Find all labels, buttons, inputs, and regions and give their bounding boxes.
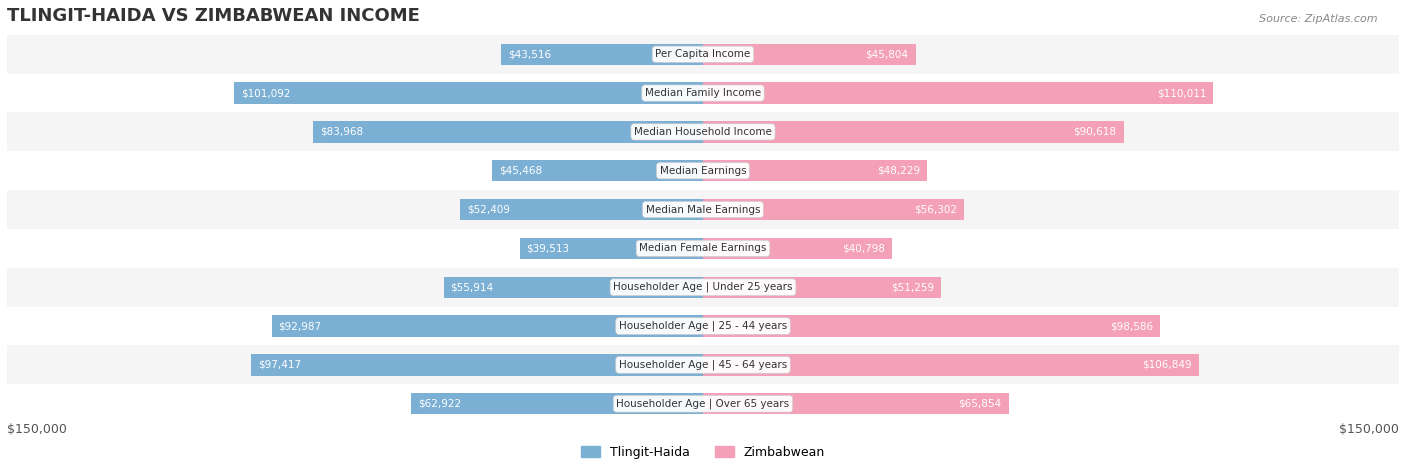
Text: Householder Age | Under 25 years: Householder Age | Under 25 years xyxy=(613,282,793,292)
Text: Median Male Earnings: Median Male Earnings xyxy=(645,205,761,214)
Text: $90,618: $90,618 xyxy=(1074,127,1116,137)
Text: $97,417: $97,417 xyxy=(257,360,301,370)
Text: Householder Age | Over 65 years: Householder Age | Over 65 years xyxy=(616,398,790,409)
Text: $51,259: $51,259 xyxy=(891,282,934,292)
Bar xyxy=(501,43,703,65)
Text: $39,513: $39,513 xyxy=(527,243,569,254)
Text: $65,854: $65,854 xyxy=(959,399,1001,409)
Bar xyxy=(703,199,965,220)
Bar xyxy=(7,268,1399,307)
Bar xyxy=(7,74,1399,113)
Text: $43,516: $43,516 xyxy=(508,49,551,59)
Text: $150,000: $150,000 xyxy=(1339,423,1399,436)
Bar xyxy=(7,346,1399,384)
Bar xyxy=(7,307,1399,346)
Bar xyxy=(7,229,1399,268)
Text: $83,968: $83,968 xyxy=(321,127,363,137)
Bar xyxy=(703,121,1123,142)
Bar xyxy=(703,354,1199,375)
Bar xyxy=(314,121,703,142)
Bar xyxy=(7,190,1399,229)
Text: $92,987: $92,987 xyxy=(278,321,322,331)
Text: $150,000: $150,000 xyxy=(7,423,67,436)
Text: $56,302: $56,302 xyxy=(914,205,957,214)
Bar xyxy=(7,151,1399,190)
Bar xyxy=(703,82,1213,104)
Text: Median Female Earnings: Median Female Earnings xyxy=(640,243,766,254)
Bar xyxy=(7,113,1399,151)
Text: $45,468: $45,468 xyxy=(499,166,543,176)
Bar xyxy=(703,160,927,181)
Text: $40,798: $40,798 xyxy=(842,243,886,254)
Bar xyxy=(703,43,915,65)
Text: $52,409: $52,409 xyxy=(467,205,510,214)
Text: TLINGIT-HAIDA VS ZIMBABWEAN INCOME: TLINGIT-HAIDA VS ZIMBABWEAN INCOME xyxy=(7,7,420,25)
Bar xyxy=(703,393,1008,414)
Text: Median Earnings: Median Earnings xyxy=(659,166,747,176)
Text: Householder Age | 25 - 44 years: Householder Age | 25 - 44 years xyxy=(619,321,787,331)
Bar xyxy=(250,354,703,375)
Bar xyxy=(271,315,703,337)
Legend: Tlingit-Haida, Zimbabwean: Tlingit-Haida, Zimbabwean xyxy=(576,440,830,464)
Text: $55,914: $55,914 xyxy=(450,282,494,292)
Text: Median Household Income: Median Household Income xyxy=(634,127,772,137)
Bar xyxy=(703,276,941,298)
Text: Per Capita Income: Per Capita Income xyxy=(655,49,751,59)
Bar xyxy=(520,238,703,259)
Bar xyxy=(411,393,703,414)
Text: $48,229: $48,229 xyxy=(877,166,920,176)
Bar xyxy=(233,82,703,104)
Text: $106,849: $106,849 xyxy=(1142,360,1192,370)
Text: Householder Age | 45 - 64 years: Householder Age | 45 - 64 years xyxy=(619,360,787,370)
Text: Median Family Income: Median Family Income xyxy=(645,88,761,98)
Bar xyxy=(460,199,703,220)
Bar xyxy=(7,35,1399,74)
Text: Source: ZipAtlas.com: Source: ZipAtlas.com xyxy=(1260,14,1378,24)
Text: $62,922: $62,922 xyxy=(418,399,461,409)
Text: $110,011: $110,011 xyxy=(1157,88,1206,98)
Text: $45,804: $45,804 xyxy=(866,49,908,59)
Text: $98,586: $98,586 xyxy=(1111,321,1153,331)
Bar xyxy=(703,238,893,259)
Text: $101,092: $101,092 xyxy=(240,88,291,98)
Bar xyxy=(7,384,1399,423)
Bar xyxy=(703,315,1160,337)
Bar xyxy=(443,276,703,298)
Bar xyxy=(492,160,703,181)
